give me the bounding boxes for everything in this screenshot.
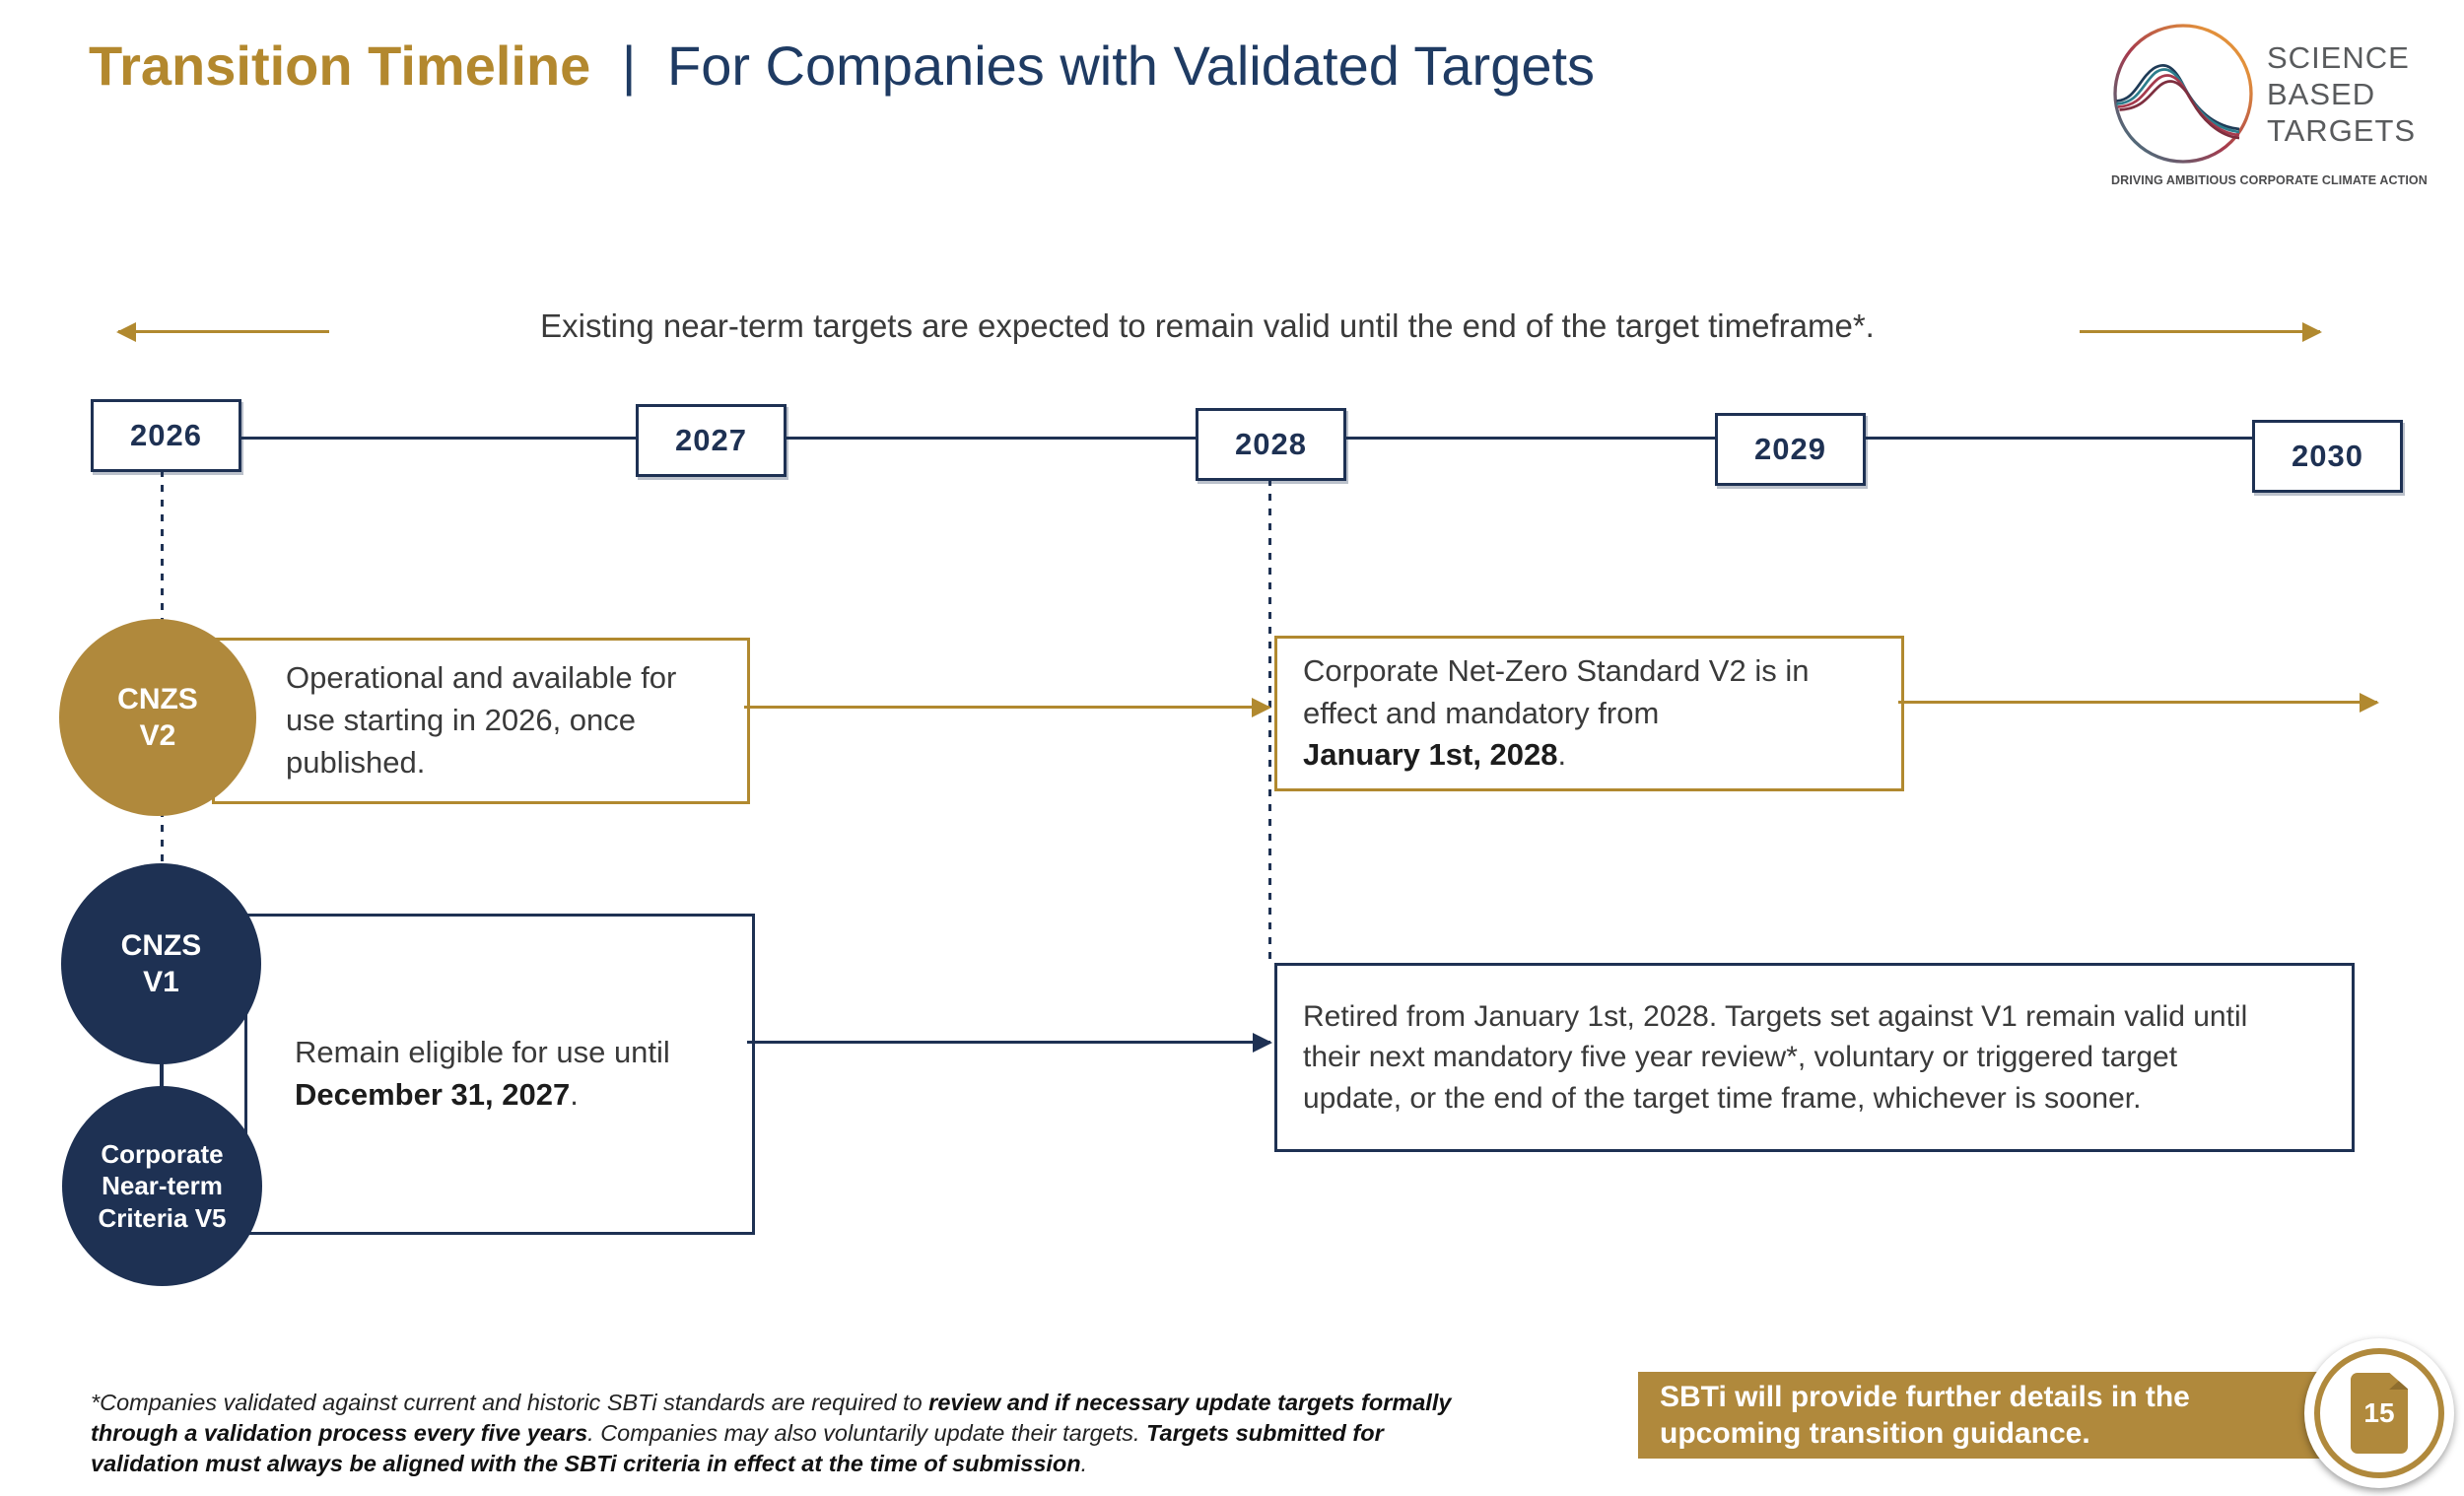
arrow-v2-continues [1898,692,2379,713]
title-separator: | [621,34,637,97]
page-badge-ring: 15 [2314,1348,2444,1478]
box-cnzs-v2-mandatory-date: January 1st, 2028 [1303,737,1558,773]
box-cnzs-v2-mandatory-text: Corporate Net-Zero Standard V2 is in eff… [1303,652,1810,730]
box-cnzs-v2-availability-text: Operational and available for use starti… [286,660,677,780]
arrow-right-head-icon [2302,321,2322,342]
title-secondary: For Companies with Validated Targets [666,34,1596,97]
arrow-navy-head-icon [1253,1032,1272,1053]
arrow-v1-to-retired [747,1032,1272,1053]
footnote-text-3: . [1080,1451,1088,1476]
year-box-2027: 2027 [636,404,787,477]
footer-banner: SBTi will provide further details in the… [1638,1372,2338,1459]
arrow-v2-to-mandatory [744,697,1271,717]
arrow-left-head-icon [116,321,136,342]
page-number: 15 [2363,1397,2395,1428]
footnote-bold-1: review and if necessary update targets f… [91,1390,1452,1446]
year-box-2028: 2028 [1196,408,1346,481]
footer-banner-text: SBTi will provide further details in the… [1660,1380,2190,1451]
box-cnzs-v1-eligibility-period: . [570,1077,579,1112]
page-badge: 15 [2304,1338,2454,1488]
node-near-term-criteria: Corporate Near-term Criteria V5 [62,1086,262,1286]
box-cnzs-v1-eligibility: Remain eligible for use until December 3… [244,914,755,1235]
arrow-gold-head-icon [1252,697,1271,717]
footnote-text-2: . Companies may also voluntarily update … [587,1420,1147,1446]
box-cnzs-v2-mandatory-period: . [1557,737,1567,773]
node-connector-line [160,1056,164,1092]
title-primary: Transition Timeline [89,34,591,97]
sbt-logo-tagline: DRIVING AMBITIOUS CORPORATE CLIMATE ACTI… [2111,173,2428,187]
note-text: Existing near-term targets are expected … [540,307,1875,344]
document-fold-icon [2389,1373,2408,1390]
page-title: Transition Timeline | For Companies with… [89,34,1595,98]
note-arrow-right [2080,321,2322,342]
year-box-2029: 2029 [1715,413,1866,486]
note-arrow-left [116,321,329,342]
footnote: *Companies validated against current and… [91,1388,1471,1479]
box-cnzs-v1-retired: Retired from January 1st, 2028. Targets … [1274,963,2355,1152]
year-box-2030: 2030 [2252,420,2403,493]
node-cnzs-v2: CNZS V2 [59,619,256,816]
sbt-logo-wordmark: SCIENCE BASED TARGETS [2267,40,2417,148]
box-cnzs-v2-mandatory: Corporate Net-Zero Standard V2 is in eff… [1274,636,1904,791]
sbt-logo-icon [2113,24,2253,164]
footnote-bold-2: Targets submitted for validation must al… [91,1420,1384,1476]
document-icon: 15 [2351,1373,2408,1454]
footnote-text-1: *Companies validated against current and… [91,1390,929,1415]
dropline-2028 [1268,479,1271,963]
node-cnzs-v1: CNZS V1 [61,863,261,1064]
box-cnzs-v2-availability: Operational and available for use starti… [212,638,750,804]
box-cnzs-v1-eligibility-date: December 31, 2027 [295,1077,571,1112]
box-cnzs-v1-eligibility-text: Remain eligible for use until [295,1035,670,1070]
year-box-2026: 2026 [91,399,241,472]
arrow-gold-head2-icon [2360,692,2379,713]
box-cnzs-v1-retired-text: Retired from January 1st, 2028. Targets … [1303,999,2248,1115]
